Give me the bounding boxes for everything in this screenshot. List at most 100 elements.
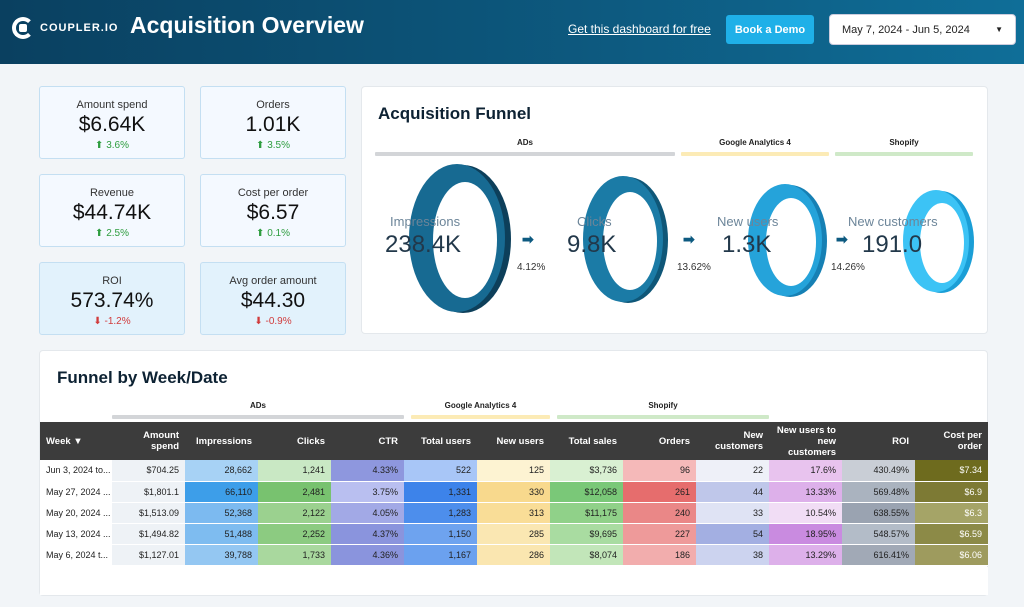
table-cell: 44 [696, 481, 769, 503]
table-cell: 96 [623, 460, 696, 482]
arrow-right-icon: ➡ [836, 231, 848, 247]
kpi-delta: ⬇ -1.2% [40, 316, 184, 327]
rate-impressions-to-clicks: 4.12% [517, 262, 546, 273]
column-header: New customers [696, 422, 769, 460]
table-cell: $704.25 [112, 460, 185, 482]
column-header: New users to new customers [769, 422, 842, 460]
table-cell: 1,331 [404, 481, 477, 503]
table-cell: 39,788 [185, 544, 258, 566]
funnel-title: Acquisition Funnel [378, 104, 531, 123]
funnel-group-ads-bar [375, 152, 675, 156]
funnel-by-week-title: Funnel by Week/Date [57, 368, 228, 387]
kpi-label: Orders [256, 99, 290, 111]
table-cell: 66,110 [185, 481, 258, 503]
table-cell: 18.95% [769, 523, 842, 545]
table-group-ga4: Google Analytics 4 [444, 401, 517, 410]
table-group-ads: ADs [249, 401, 266, 410]
table-row: May 20, 2024 ... $1,513.09 52,368 2,122 4.05… [40, 502, 988, 524]
table-cell: 3.75% [331, 481, 404, 503]
get-dashboard-link[interactable]: Get this dashboard for free [568, 22, 711, 36]
table-cell: 286 [477, 544, 550, 566]
table-group-shopify: Shopify [648, 401, 678, 410]
table-cell: 13.29% [769, 544, 842, 566]
column-header: Cost per order [915, 422, 988, 460]
table-cell: 125 [477, 460, 550, 482]
week-sort-header[interactable]: Week ▼ [40, 422, 112, 460]
table-cell: 54 [696, 523, 769, 545]
table-footer [40, 567, 988, 595]
table-cell: 1,167 [404, 544, 477, 566]
header-bar: COUPLER.IO Acquisition Overview Get this… [0, 0, 1024, 64]
table-cell: May 6, 2024 t... [40, 544, 112, 566]
table-cell: 13.33% [769, 481, 842, 503]
table-cell: $3,736 [550, 460, 623, 482]
kpi-label: ROI [102, 275, 122, 287]
table-cell: 227 [623, 523, 696, 545]
table-cell: 10.54% [769, 502, 842, 524]
book-demo-button[interactable]: Book a Demo [726, 15, 814, 44]
table-cell: 616.41% [842, 544, 915, 566]
table-cell: 1,283 [404, 502, 477, 524]
table-cell: May 27, 2024 ... [40, 481, 112, 503]
kpi-delta: ⬆ 2.5% [40, 228, 184, 239]
coupler-logo-icon [12, 17, 34, 39]
kpi-value: $6.57 [246, 201, 300, 224]
arrow-right-icon: ➡ [522, 231, 534, 247]
table-cell: 17.6% [769, 460, 842, 482]
date-range-value: May 7, 2024 - Jun 5, 2024 [842, 24, 970, 36]
funnel-group-ga4-bar [681, 152, 829, 156]
kpi-label: Cost per order [237, 187, 309, 199]
column-header: Clicks [258, 422, 331, 460]
table-group-ads-bar [112, 415, 404, 419]
table-cell: $1,513.09 [112, 502, 185, 524]
stage-clicks-value: 9.8K [567, 231, 617, 258]
table-cell: 38 [696, 544, 769, 566]
table-cell: 1,150 [404, 523, 477, 545]
table-cell: 4.36% [331, 544, 404, 566]
column-header: Total sales [550, 422, 623, 460]
coupler-logo[interactable]: COUPLER.IO [12, 17, 118, 39]
date-range-picker[interactable]: May 7, 2024 - Jun 5, 2024 ▼ [829, 14, 1016, 45]
kpi-label: Amount spend [76, 99, 148, 111]
kpi-value: $44.74K [72, 201, 152, 224]
table-cell: 1,241 [258, 460, 331, 482]
new-customers-ring-icon [903, 190, 974, 293]
kpi-label: Avg order amount [229, 275, 317, 287]
table-cell: 4.33% [331, 460, 404, 482]
table-cell: 2,252 [258, 523, 331, 545]
kpi-card-amount-spend: Amount spend $6.64K ⬆ 3.6% [39, 86, 185, 159]
table-cell: $6.9 [915, 481, 988, 503]
kpi-card-revenue: Revenue $44.74K ⬆ 2.5% [39, 174, 185, 247]
funnel-group-ga4: Google Analytics 4 [719, 138, 791, 147]
arrow-right-icon: ➡ [683, 231, 695, 247]
table-cell: 313 [477, 502, 550, 524]
arrow-down-icon: ⬇ [93, 316, 102, 327]
kpi-delta: ⬆ 0.1% [201, 228, 345, 239]
table-cell: 2,481 [258, 481, 331, 503]
kpi-value: $6.64K [78, 113, 146, 136]
table-cell: $11,175 [550, 502, 623, 524]
table-cell: $1,127.01 [112, 544, 185, 566]
table-cell: $12,058 [550, 481, 623, 503]
table-row: Jun 3, 2024 to... $704.25 28,662 1,241 4.33%… [40, 460, 988, 482]
table-cell: $9,695 [550, 523, 623, 545]
kpi-delta-value: 3.6% [106, 140, 129, 151]
stage-new-users-label: New users [717, 214, 779, 229]
kpi-card-avg-order-amount: Avg order amount $44.30 ⬇ -0.9% [200, 262, 346, 335]
table-cell: 638.55% [842, 502, 915, 524]
kpi-delta-value: 2.5% [106, 228, 129, 239]
arrow-up-icon: ⬆ [95, 228, 104, 239]
impressions-ring-icon [409, 164, 511, 313]
kpi-delta: ⬆ 3.6% [40, 140, 184, 151]
table-cell: $8,074 [550, 544, 623, 566]
stage-new-customers-value: 191.0 [862, 231, 923, 258]
column-header: CTR [331, 422, 404, 460]
funnel-group-shopify-bar [835, 152, 973, 156]
table-cell: 28,662 [185, 460, 258, 482]
table-cell: 186 [623, 544, 696, 566]
table-cell: 1,733 [258, 544, 331, 566]
table-cell: $6.3 [915, 502, 988, 524]
kpi-delta-value: 3.5% [267, 140, 290, 151]
kpi-delta-value: -0.9% [265, 316, 292, 327]
table-cell: 330 [477, 481, 550, 503]
